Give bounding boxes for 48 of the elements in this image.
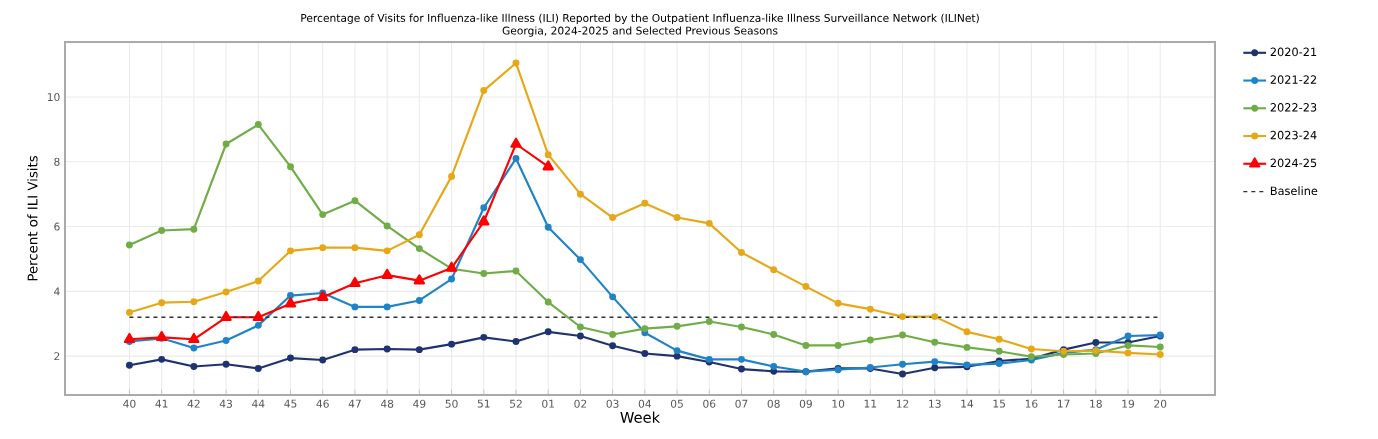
x-tick-label: 09: [799, 399, 812, 408]
legend-label: Baseline: [1270, 186, 1318, 196]
y-tick-label: 4: [54, 287, 60, 296]
x-tick-label: 02: [574, 399, 587, 408]
chart-title: Percentage of Visits for Influenza-like Illness (ILI) Reported by the Outpatient Influenza-like Illness Surveillance Network (ILINet): [301, 13, 979, 25]
x-tick-label: 06: [703, 399, 716, 408]
x-tick-label: 08: [767, 399, 780, 408]
y-tick-label: 6: [54, 222, 60, 231]
y-tick-label: 8: [54, 157, 60, 166]
x-tick-label: 48: [380, 399, 394, 408]
x-tick-label: 11: [864, 399, 877, 408]
x-tick-label: 03: [606, 399, 619, 408]
legend-label: 2024-25: [1270, 158, 1317, 168]
x-axis-title: Week: [620, 411, 661, 423]
x-tick-label: 20: [1154, 399, 1167, 408]
x-tick-label: 41: [155, 399, 168, 408]
x-tick-label: 42: [187, 399, 200, 408]
x-tick-label: 19: [1122, 399, 1135, 408]
x-tick-label: 01: [542, 399, 554, 408]
x-tick-label: 05: [670, 399, 683, 408]
chart-subtitle: Georgia, 2024-2025 and Selected Previous Seasons: [502, 26, 778, 37]
x-tick-label: 52: [510, 399, 522, 408]
x-tick-label: 16: [1025, 399, 1038, 408]
y-axis-title: Percent of ILI Visits: [27, 155, 38, 281]
x-tick-label: 44: [252, 399, 265, 408]
x-tick-label: 50: [445, 399, 458, 408]
legend-label: 2022-23: [1270, 103, 1317, 112]
x-tick-label: 40: [123, 399, 136, 408]
y-tick-label: 10: [47, 93, 60, 102]
x-tick-label: 45: [284, 399, 297, 408]
y-tick-label: 2: [54, 352, 60, 361]
legend-label: 2021-22: [1270, 75, 1317, 84]
legend-label: 2023-24: [1270, 130, 1317, 140]
x-tick-label: 15: [993, 399, 1006, 408]
x-tick-label: 49: [413, 399, 426, 408]
x-tick-label: 18: [1090, 399, 1102, 408]
x-tick-label: 12: [896, 399, 909, 408]
x-tick-label: 17: [1057, 399, 1070, 408]
x-tick-label: 10: [832, 399, 845, 408]
x-tick-label: 51: [477, 399, 490, 408]
x-tick-label: 14: [961, 399, 974, 408]
x-tick-label: 46: [316, 399, 329, 408]
x-tick-label: 13: [929, 399, 941, 408]
x-tick-label: 07: [735, 399, 748, 408]
x-tick-label: 04: [638, 399, 652, 408]
x-tick-label: 43: [219, 399, 233, 408]
x-tick-label: 47: [348, 399, 361, 408]
legend-label: 2020-21: [1270, 47, 1317, 57]
